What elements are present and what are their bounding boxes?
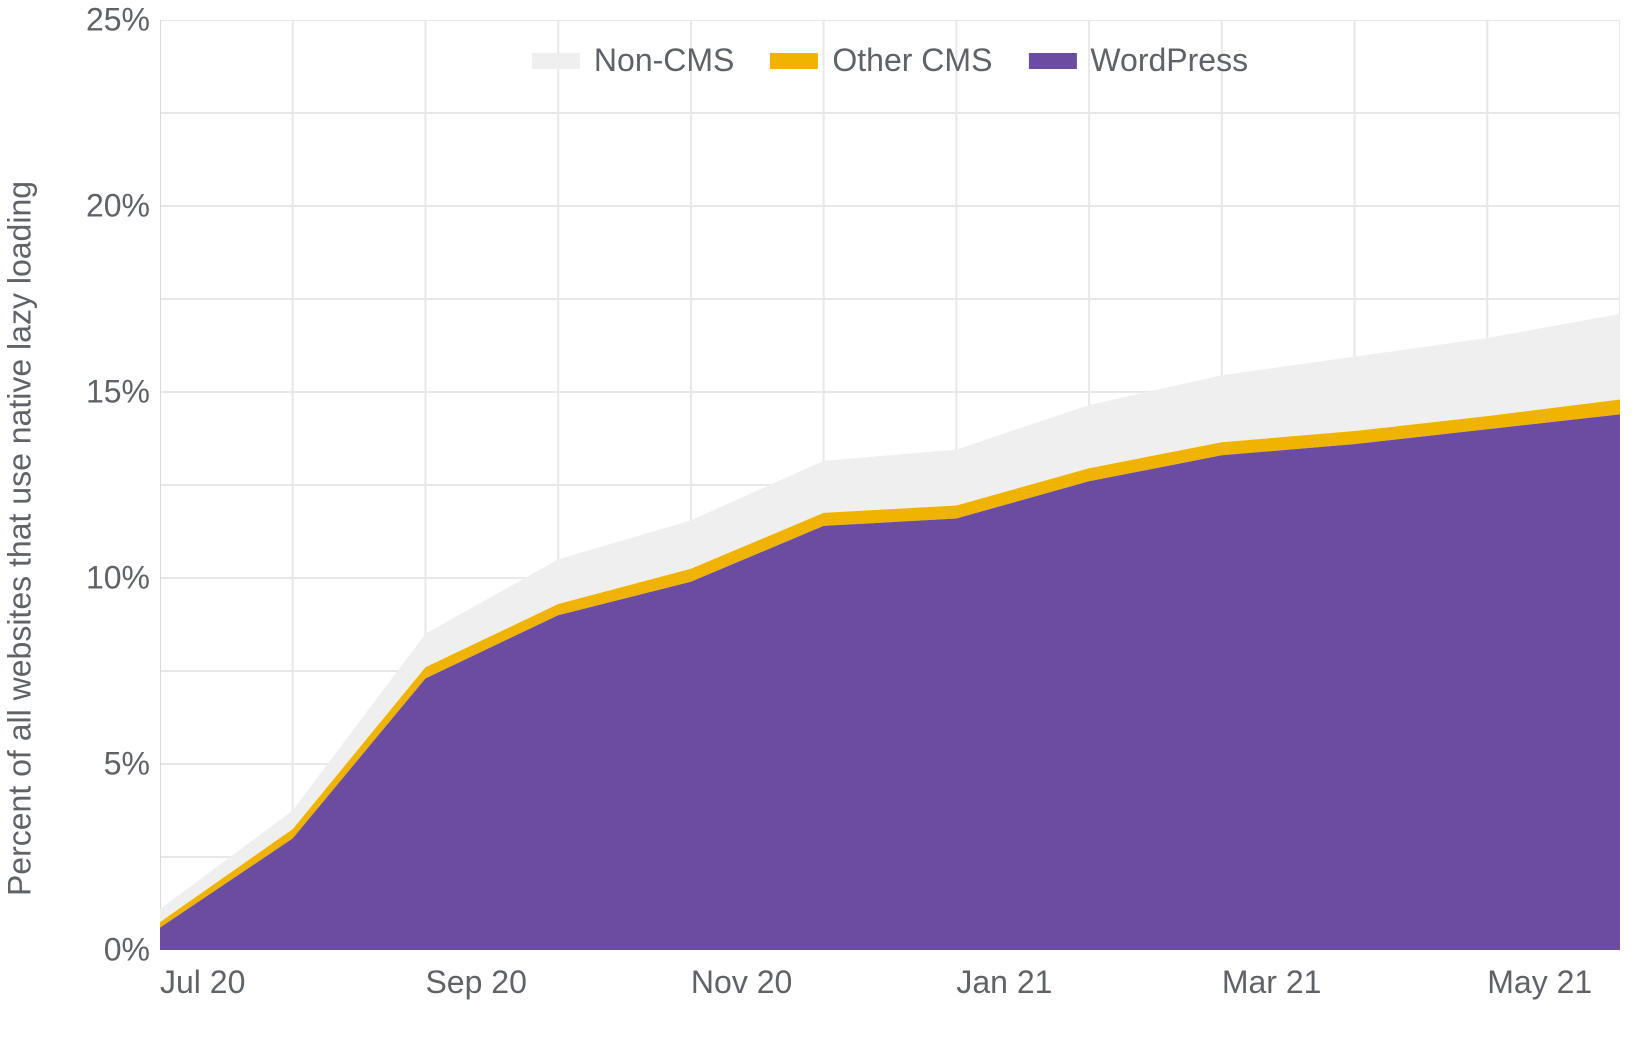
x-tick-label: Mar 21 bbox=[1222, 964, 1322, 1001]
legend-item-non-cms: Non-CMS bbox=[532, 42, 734, 79]
legend-label-other-cms: Other CMS bbox=[832, 42, 992, 79]
legend-item-other-cms: Other CMS bbox=[770, 42, 992, 79]
y-axis-title: Percent of all websites that use native … bbox=[2, 181, 39, 896]
legend-label-wordpress: WordPress bbox=[1090, 42, 1248, 79]
x-tick-label: Nov 20 bbox=[691, 964, 792, 1001]
y-tick-label: 5% bbox=[30, 746, 150, 783]
y-tick-label: 15% bbox=[30, 374, 150, 411]
plot-area: Non-CMS Other CMS WordPress bbox=[160, 20, 1620, 950]
x-tick-label: Jan 21 bbox=[956, 964, 1052, 1001]
y-tick-label: 10% bbox=[30, 560, 150, 597]
lazy-loading-area-chart: Percent of all websites that use native … bbox=[0, 0, 1640, 1040]
y-tick-label: 0% bbox=[30, 932, 150, 969]
x-tick-label: Jul 20 bbox=[160, 964, 245, 1001]
legend-label-non-cms: Non-CMS bbox=[594, 42, 734, 79]
y-tick-label: 20% bbox=[30, 188, 150, 225]
x-tick-label: May 21 bbox=[1487, 964, 1592, 1001]
legend-swatch-non-cms bbox=[532, 53, 580, 69]
legend-swatch-other-cms bbox=[770, 53, 818, 69]
legend: Non-CMS Other CMS WordPress bbox=[532, 42, 1248, 79]
y-tick-label: 25% bbox=[30, 2, 150, 39]
chart-svg bbox=[160, 20, 1620, 950]
x-tick-label: Sep 20 bbox=[425, 964, 526, 1001]
legend-item-wordpress: WordPress bbox=[1028, 42, 1248, 79]
legend-swatch-wordpress bbox=[1028, 53, 1076, 69]
